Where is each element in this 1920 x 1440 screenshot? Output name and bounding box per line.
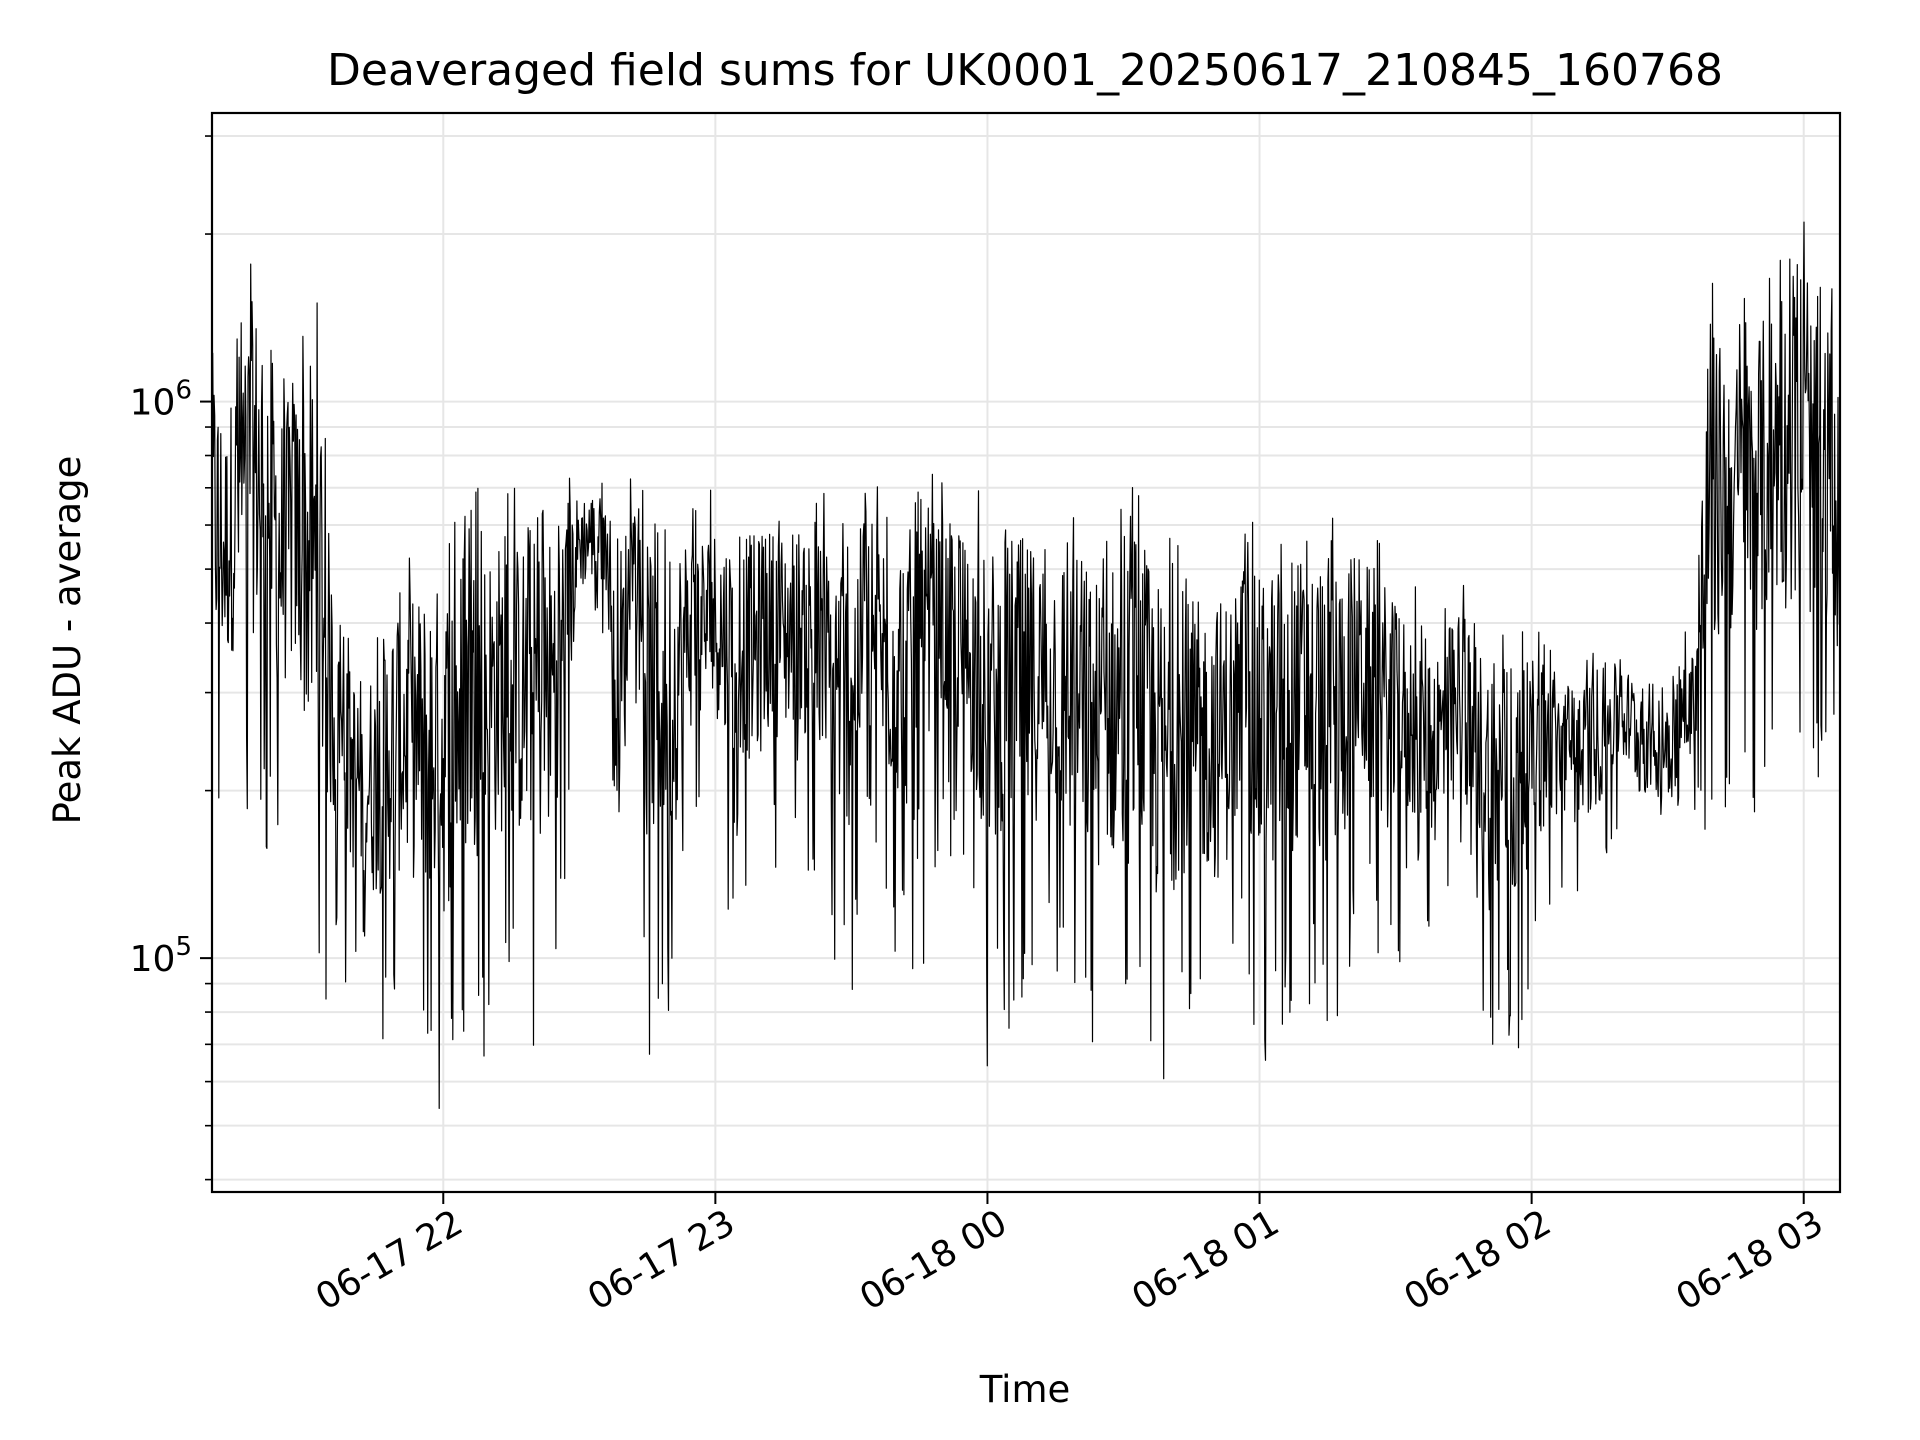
- x-axis-title: Time: [979, 1368, 1071, 1411]
- data-series: [211, 221, 1841, 1110]
- plot-frame: [210, 111, 1842, 1194]
- chart-title: Deaveraged field sums for UK0001_2025061…: [327, 45, 1723, 96]
- data-line: [211, 221, 1841, 1110]
- y-tick-label: 105: [130, 932, 192, 980]
- y-tick-label: 106: [130, 376, 192, 424]
- y-axis-title: Peak ADU - average: [46, 456, 89, 825]
